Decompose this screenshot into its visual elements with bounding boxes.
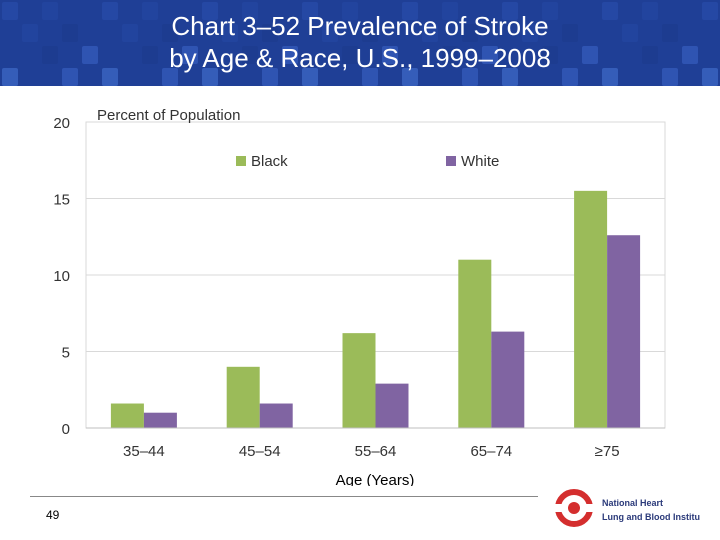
x-tick-label: ≥75 [595,443,620,460]
legend-layer: Black White [236,153,499,170]
x-axis-label: Age (Years) [336,472,415,486]
axis-layer: 0 5 10 15 20 Percent of Population 35–44 45–54 5… [53,107,665,486]
x-tick-label: 45–54 [239,443,281,460]
header-decor-square [2,2,18,20]
logo-text-1: National Heart [602,498,663,508]
header-decor-square [502,2,518,20]
header-decor-square [162,68,178,86]
footer-divider [30,496,538,497]
header-decor-square [242,46,258,64]
header-decor-square [262,24,278,42]
bar-black-2 [342,333,376,428]
header-decor-square [202,2,218,20]
header-decor-square [62,68,78,86]
bar-white-0 [143,412,177,428]
title-line-1: Chart 3–52 Prevalence of Stroke [171,11,549,41]
y-axis-label: Percent of Population [97,107,240,124]
nhlbi-logo: National Heart Lung and Blood Institute [552,489,700,527]
header-decor-square [262,68,278,86]
header-decor-square [222,24,238,42]
page-number: 49 [46,508,60,522]
x-tick-label: 35–44 [123,443,165,460]
header-decor-square [362,68,378,86]
header-decor-square [622,24,638,42]
bar-black-1 [226,366,260,428]
legend-swatch-white [446,156,456,166]
header-decor-square [702,68,718,86]
header-decor-square [162,24,178,42]
bar-white-2 [375,383,409,428]
header-decor-square [502,68,518,86]
bar-chart: 0 5 10 15 20 Percent of Population 35–44 45–54 5… [53,107,666,486]
header-decor-square [582,46,598,64]
header-decor-square [642,2,658,20]
nhlbi-emblem-icon [552,489,596,527]
header-decor-square [462,68,478,86]
header-decor-square [602,2,618,20]
y-tick-label: 5 [62,345,70,362]
header-decor-square [522,24,538,42]
header-decor-square [562,68,578,86]
header-decor-square [682,46,698,64]
header-decor-square [382,46,398,64]
bars-layer [110,190,641,428]
bar-white-1 [259,403,293,428]
header-decor-square [322,24,338,42]
header-decor-square [282,46,298,64]
y-tick-label: 15 [53,192,70,209]
legend-swatch-black [236,156,246,166]
header-decor-square [482,46,498,64]
header-decor-square [202,68,218,86]
y-tick-label: 10 [53,268,70,285]
header-decor-square [562,24,578,42]
header-decor-square [442,46,458,64]
bar-black-3 [458,259,492,428]
header-decor-square [402,2,418,20]
header-decor-square [182,46,198,64]
header-decor-square [142,46,158,64]
header-decor-square [662,24,678,42]
header-decor-square [362,24,378,42]
header-decor-squares [2,2,718,86]
header-decor-square [662,68,678,86]
y-tick-label: 0 [62,421,70,438]
header-decor-square [542,2,558,20]
header-decor-square [342,46,358,64]
header-decor-square [402,68,418,86]
legend-label-white: White [461,153,499,170]
x-tick-label: 55–64 [355,443,397,460]
bar-black-4 [574,190,608,428]
header-decor-square [462,24,478,42]
header-decor-square [22,24,38,42]
header-decor-square [702,2,718,20]
header-decor-square [302,68,318,86]
header-decor-square [342,2,358,20]
header-decor-square [422,24,438,42]
bar-black-0 [110,403,144,428]
header-decor-square [442,2,458,20]
bar-white-4 [607,235,641,428]
logo-text-2: Lung and Blood Institute [602,512,700,522]
header-decor-square [62,24,78,42]
header-decor-square [82,46,98,64]
header-decor-square [602,68,618,86]
header-decor-square [542,46,558,64]
slide-header: Chart 3–52 Prevalence of Stroke by Age &… [0,0,720,86]
header-decor-square [302,2,318,20]
title-line-2: by Age & Race, U.S., 1999–2008 [169,43,551,73]
header-decor-square [122,24,138,42]
header-decor-square [42,46,58,64]
y-tick-label: 20 [53,115,70,132]
header-decor-square [102,68,118,86]
header-decor-square [2,68,18,86]
slide-title: Chart 3–52 Prevalence of Stroke by Age &… [0,10,720,74]
header-decor-square [142,2,158,20]
header-decor-square [242,2,258,20]
header-decor-square [42,2,58,20]
legend-label-black: Black [251,153,288,170]
header-decor-square [102,2,118,20]
x-tick-label: 65–74 [470,443,512,460]
header-decor-square [642,46,658,64]
bar-white-3 [491,331,525,428]
